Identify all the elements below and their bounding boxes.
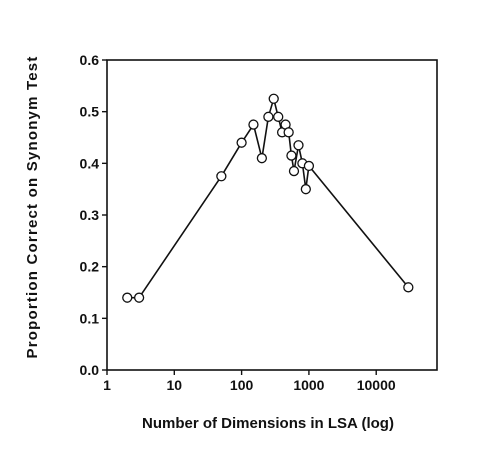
data-point <box>133 292 145 303</box>
data-point <box>236 137 247 148</box>
x-tick-label: 1 <box>103 377 111 393</box>
data-point <box>248 119 259 130</box>
y-tick-label: 0.6 <box>80 52 100 68</box>
data-point <box>283 127 294 138</box>
y-tick-label: 0.0 <box>80 362 100 378</box>
data-point <box>122 292 133 303</box>
data-point <box>403 282 414 293</box>
data-point <box>303 160 315 172</box>
y-tick-label: 0.3 <box>80 207 100 223</box>
data-point <box>293 140 304 151</box>
y-axis-ticks: 0.0 0.1 0.2 0.3 0.4 0.5 0.6 <box>80 52 107 378</box>
data-point <box>263 111 274 122</box>
y-tick-label: 0.5 <box>80 104 100 120</box>
x-tick-label: 1000 <box>293 377 324 393</box>
series-layer <box>122 93 414 303</box>
x-axis-title: Number of Dimensions in LSA (log) <box>142 415 394 432</box>
x-axis-ticks: 1 10 100 1000 10000 <box>103 370 396 393</box>
x-tick-label: 10000 <box>357 377 396 393</box>
data-point <box>288 165 300 177</box>
data-point <box>286 150 297 161</box>
y-tick-label: 0.4 <box>80 155 100 171</box>
data-point <box>300 184 311 195</box>
data-point <box>268 93 279 104</box>
data-point <box>273 111 284 122</box>
y-axis-title: Proportion Correct on Synonym Test <box>24 55 41 358</box>
data-point <box>216 171 227 182</box>
series-line <box>127 97 409 299</box>
y-tick-label: 0.1 <box>80 310 100 326</box>
x-tick-label: 100 <box>230 377 254 393</box>
x-tick-label: 10 <box>167 377 183 393</box>
data-point <box>256 153 268 164</box>
y-tick-label: 0.2 <box>80 259 100 275</box>
